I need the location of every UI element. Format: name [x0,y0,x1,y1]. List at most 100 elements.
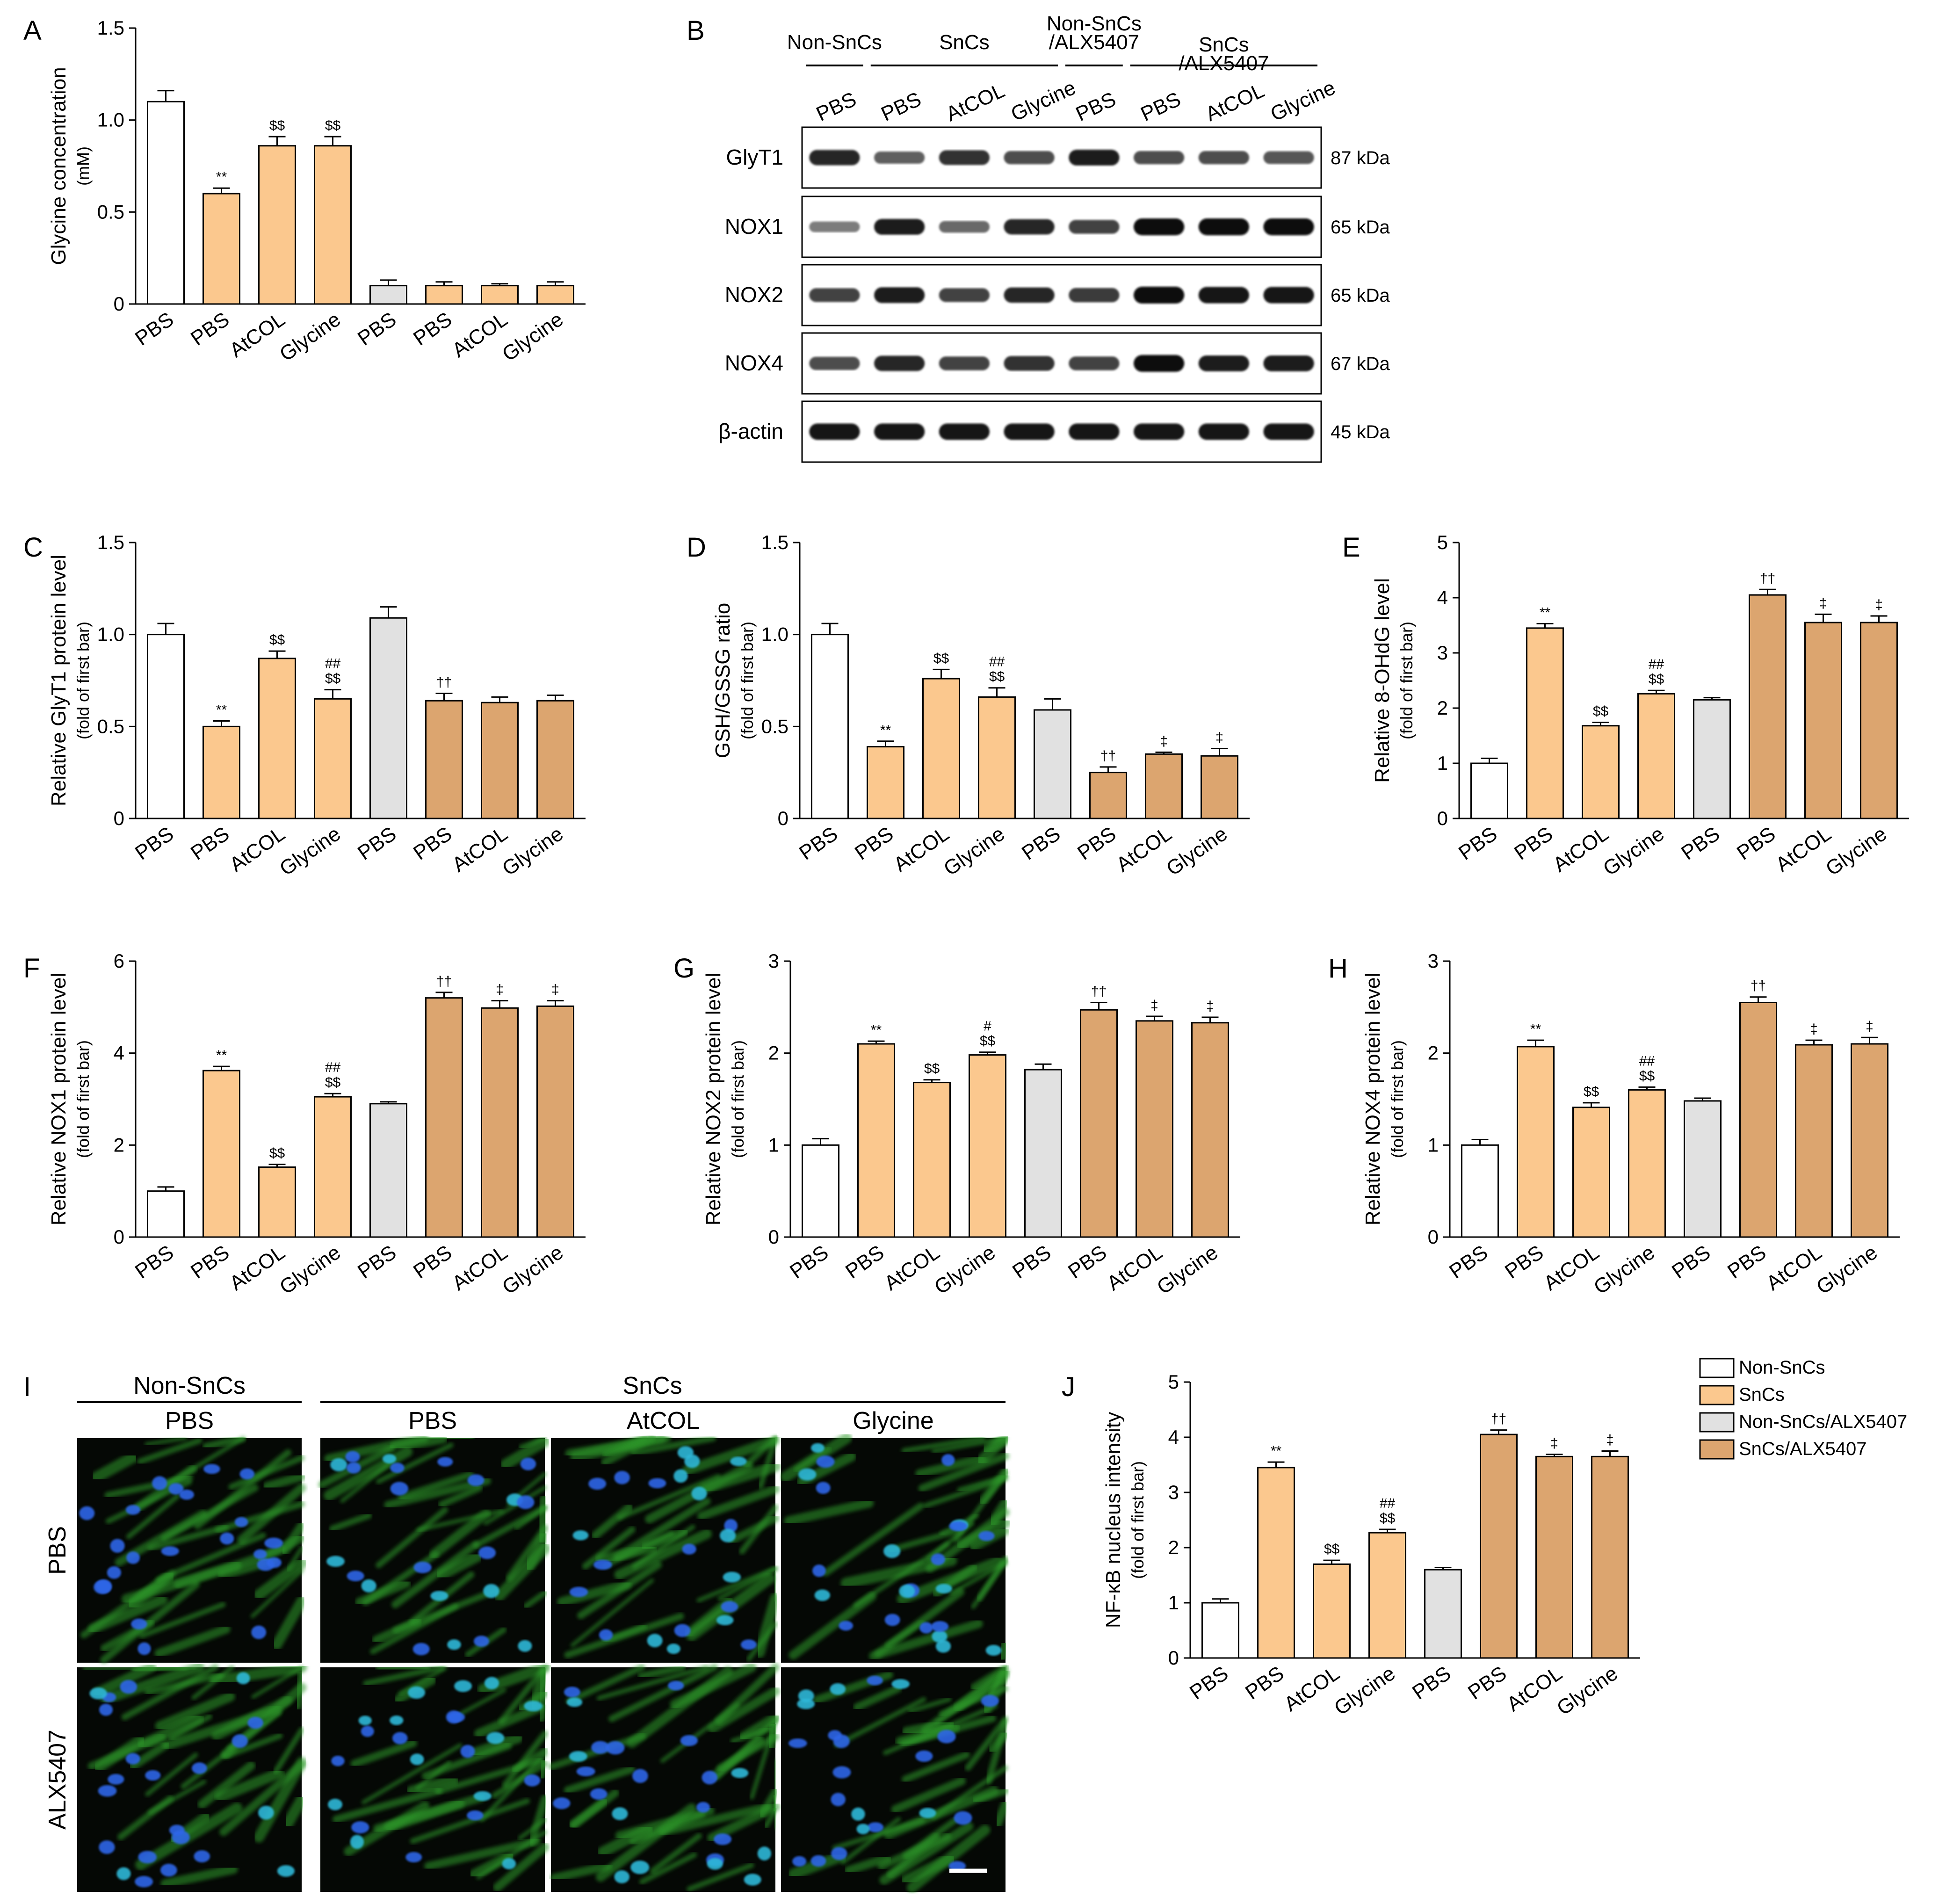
bar [1572,1107,1610,1238]
blot-lane-label: Glycine [1267,76,1339,126]
significance-mark: $$ [1639,1068,1655,1084]
cytoplasm-stain [518,1436,547,1449]
cytoplasm-stain [965,1716,1009,1771]
nucleus [502,1858,516,1869]
nucleus [236,1672,250,1685]
nucleus [478,1546,496,1559]
y-tick-label: 1.5 [761,531,789,553]
significance-mark: ** [880,723,891,738]
nucleus [949,1521,968,1532]
y-tick-label: 0 [114,1226,124,1248]
nucleus [614,1870,629,1883]
micro-group-header: Non-SnCs [133,1372,246,1399]
y-axis-subtitle: (fold of first bar) [1128,1461,1147,1579]
significance-mark: ‡ [551,982,559,998]
cytoplasm-stain [550,1861,612,1882]
cytoplasm-stain [630,1434,716,1456]
blot-band [874,355,925,371]
panel-letter-a: A [23,15,42,46]
x-tick-label: Glycine [1153,1241,1222,1299]
nucleus [484,1677,499,1689]
significance-mark: $$ [1649,672,1664,687]
nucleus [954,1811,972,1825]
nucleus [410,1753,424,1765]
bar [147,634,185,819]
nucleus [99,1703,113,1716]
bar [1851,1043,1888,1238]
cytoplasm-stain [582,1526,636,1570]
significance-mark: $$ [269,118,285,133]
cytoplasm-stain [844,1853,891,1875]
y-tick-label: 1 [1428,1134,1439,1156]
nucleus [160,1863,177,1877]
micrograph-tile [781,1664,1011,1893]
cytoplasm-stain [697,1484,780,1520]
micrograph-tile [551,1433,781,1663]
y-tick-label: 0 [114,807,124,829]
legend-swatch [1699,1385,1735,1405]
chart-f-nox1-protein: 0 2 4 6 Relative NOX1 protein level (fold of … [47,950,586,1299]
cytoplasm-stain [639,1852,697,1885]
bar [1591,1455,1629,1659]
cytoplasm-stain [784,1498,874,1526]
blot-band [1263,151,1314,164]
nucleus [518,1640,532,1652]
nucleus [412,1643,430,1656]
chart-e-8-ohdg-level: 0 1 2 3 4 5 Relative 8-OHdG level (fold of firs… [1371,531,1909,880]
nucleus [267,1557,282,1568]
blot-band [1004,423,1055,440]
nucleus [231,1734,248,1748]
nucleus [251,1625,267,1639]
bar [1080,1009,1118,1238]
significance-mark: ** [1530,1021,1541,1037]
cytoplasm-stain [771,1571,779,1603]
nucleus [564,1687,580,1698]
nucleus [553,1797,571,1810]
significance-mark: ‡ [1606,1433,1614,1448]
nucleus [915,1750,933,1762]
bar [1517,1046,1555,1238]
y-tick-label: 3 [1428,950,1439,972]
blot-band [874,423,925,440]
micrograph-tile [77,1434,307,1664]
nucleus [520,1457,536,1470]
cytoplasm-stain [145,1436,188,1447]
bar [922,678,960,819]
x-tick-label: Glycine [940,822,1009,880]
cytoplasm-stain [361,1743,463,1805]
cytoplasm-stain [181,1744,238,1789]
cytoplasm-stain [985,1719,1009,1785]
cytoplasm-stain [154,1624,231,1658]
nucleus [720,1528,736,1542]
cytoplasm-stain [834,1697,926,1748]
blot-group-label: Non-SnCs [1047,12,1142,35]
cytoplasm-stain [145,1752,198,1796]
nucleus [630,1861,650,1875]
significance-mark: ‡ [1810,1021,1818,1037]
nucleus [707,1858,723,1870]
nucleus [666,1643,680,1654]
significance-mark: †† [436,675,452,690]
x-tick-label: Glycine [498,308,567,366]
cytoplasm-stain [708,1687,780,1733]
cytoplasm-stain [566,1664,645,1705]
nucleus [810,1443,825,1453]
bar [857,1043,895,1238]
nucleus [194,1850,210,1863]
cytoplasm-stain [750,1719,778,1800]
cytoplasm-stain [978,1467,1010,1506]
cytoplasm-stain [271,1596,307,1650]
cytoplasm-stain [523,1590,548,1609]
blot-row-label: β-actin [718,419,783,443]
cytoplasm-stain [117,1795,174,1840]
bar [369,617,407,819]
nucleus [831,1793,846,1806]
y-axis-title: NF-κB nucleus intensity [1102,1412,1125,1628]
x-tick-label: PBS [1186,1662,1232,1704]
nucleus [576,1766,595,1776]
nucleus [828,1730,842,1741]
blot-group-label: SnCs [1199,33,1249,56]
blot-lane-label: PBS [878,87,925,126]
cytoplasm-stain [570,1578,654,1647]
